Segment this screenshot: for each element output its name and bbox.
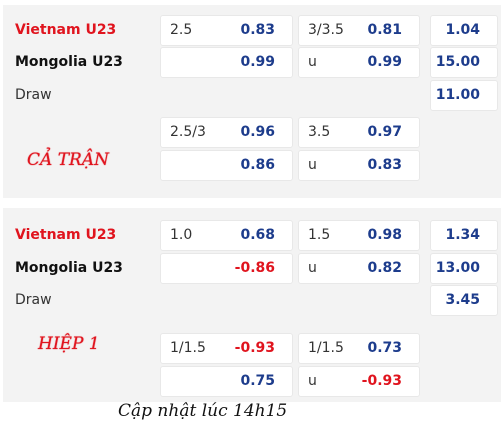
home-team: Vietnam U23 xyxy=(15,22,117,38)
section-label: CẢ TRẬN xyxy=(27,150,109,170)
odds-value: 0.96 xyxy=(240,124,275,140)
odds-cell xyxy=(430,80,498,111)
home-team: Vietnam U23 xyxy=(15,227,117,243)
odds-cell xyxy=(298,253,420,284)
odds-value: 0.83 xyxy=(240,22,275,38)
odds-cell xyxy=(430,15,498,46)
odds-cell xyxy=(160,366,293,397)
line-text: 1.0 xyxy=(170,227,193,243)
odds-value: 0.98 xyxy=(367,227,402,243)
odds-value: 0.73 xyxy=(367,340,402,356)
odds-value: 3.45 xyxy=(445,292,480,308)
line-text: 3/3.5 xyxy=(308,22,344,38)
odds-cell xyxy=(160,15,293,46)
odds-value: 1.04 xyxy=(445,22,480,38)
away-team: Mongolia U23 xyxy=(15,54,123,70)
odds-cell xyxy=(430,285,498,316)
away-team: Mongolia U23 xyxy=(15,260,123,276)
line-text: 1.5 xyxy=(308,227,331,243)
line-text: 1/1.5 xyxy=(170,340,206,356)
odds-cell xyxy=(160,333,293,364)
odds-value: 0.68 xyxy=(240,227,275,243)
odds-cell xyxy=(160,150,293,181)
odds-cell xyxy=(298,333,420,364)
odds-cell xyxy=(298,220,420,251)
odds-cell xyxy=(430,253,498,284)
odds-cell xyxy=(298,366,420,397)
line-text: 1/1.5 xyxy=(308,340,344,356)
odds-cell xyxy=(298,47,420,78)
odds-cell xyxy=(160,220,293,251)
odds-value: 0.99 xyxy=(367,54,402,70)
odds-value: -0.86 xyxy=(234,260,275,276)
odds-value: 0.86 xyxy=(240,157,275,173)
line-text: 2.5/3 xyxy=(170,124,206,140)
odds-value: 0.97 xyxy=(367,124,402,140)
odds-value: -0.93 xyxy=(361,373,402,389)
odds-value: 0.99 xyxy=(240,54,275,70)
odds-cell xyxy=(160,47,293,78)
odds-value: -0.93 xyxy=(234,340,275,356)
odds-cell xyxy=(430,47,498,78)
odds-cell xyxy=(298,117,420,148)
odds-cell xyxy=(298,150,420,181)
odds-value: 13.00 xyxy=(435,260,480,276)
odds-value: 0.75 xyxy=(240,373,275,389)
odds-value: 0.82 xyxy=(367,260,402,276)
line-text: u xyxy=(308,157,317,173)
odds-cell xyxy=(160,117,293,148)
odds-value: 0.83 xyxy=(367,157,402,173)
odds-cell xyxy=(430,220,498,251)
draw-label: Draw xyxy=(15,292,52,308)
section-label: HIỆP 1 xyxy=(38,334,100,354)
line-text: u xyxy=(308,54,317,70)
line-text: 2.5 xyxy=(170,22,193,38)
draw-label: Draw xyxy=(15,87,52,103)
odds-value: 1.34 xyxy=(445,227,480,243)
odds-value: 11.00 xyxy=(435,87,480,103)
line-text: u xyxy=(308,373,317,389)
line-text: u xyxy=(308,260,317,276)
update-time: Cập nhật lúc 14h15 xyxy=(118,401,288,421)
line-text: 3.5 xyxy=(308,124,331,140)
odds-cell xyxy=(160,253,293,284)
odds-value: 0.81 xyxy=(367,22,402,38)
odds-value: 15.00 xyxy=(435,54,480,70)
odds-cell xyxy=(298,15,420,46)
